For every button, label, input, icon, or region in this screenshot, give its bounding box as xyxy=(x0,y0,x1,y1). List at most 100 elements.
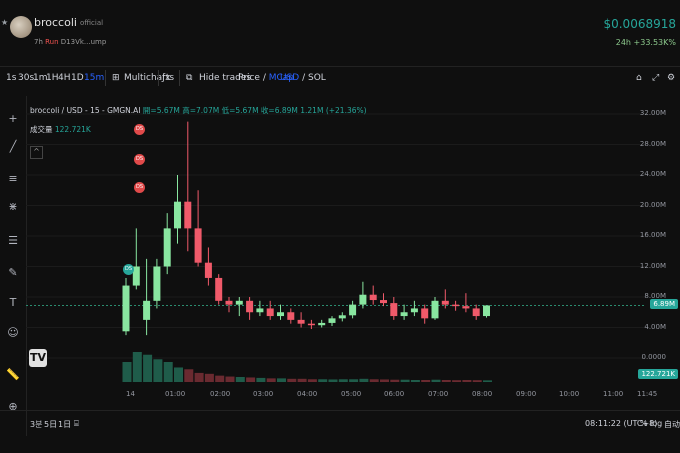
trade-marker[interactable]: DS xyxy=(134,154,145,165)
token-header xyxy=(0,0,680,58)
candle-body xyxy=(277,312,284,317)
mcap-option[interactable]: MCap xyxy=(268,73,295,83)
screenshot-icon[interactable]: ⌂ xyxy=(636,73,642,83)
current-volume-tag: 122.721K xyxy=(638,369,678,379)
candle-body xyxy=(256,308,264,313)
volume-value: 122.721K xyxy=(54,125,91,134)
fullscreen-icon[interactable]: ⤢ xyxy=(652,73,660,83)
interval-30s[interactable]: 30s xyxy=(18,73,35,83)
volume-bar xyxy=(174,367,183,382)
volume-bar xyxy=(359,378,369,382)
volume-bar xyxy=(462,380,472,382)
crosshair-icon[interactable]: + xyxy=(8,112,18,125)
volume-bar xyxy=(421,380,431,382)
fibonacci-icon[interactable]: ☰ xyxy=(8,234,18,247)
x-tick-label: 08:00 xyxy=(472,390,493,398)
text-icon[interactable]: T xyxy=(9,296,17,309)
candle-body xyxy=(452,304,460,307)
y-tick-label: 20.00M xyxy=(639,200,666,209)
contract-address[interactable]: D13Vk...ump xyxy=(60,38,107,46)
trade-marker[interactable]: DS xyxy=(134,124,145,135)
tradingview-logo[interactable]: TV xyxy=(29,349,47,367)
candle-body xyxy=(462,306,470,309)
toolbar-divider xyxy=(105,70,106,86)
sol-option[interactable]: SOL xyxy=(308,73,326,83)
fork-icon[interactable]: ⋇ xyxy=(8,200,18,213)
y-tick-label: 0.0000 xyxy=(641,353,667,361)
price-change: 24h +33.53K% xyxy=(615,38,676,47)
ruler-icon[interactable]: 📏 xyxy=(6,368,20,381)
multicharts-button[interactable]: Multicharts xyxy=(124,73,175,83)
auto-toggle[interactable]: 自动 xyxy=(664,420,680,429)
volume-bar xyxy=(297,378,307,382)
bottom-toolbar xyxy=(0,410,680,441)
clock-time[interactable]: 08:11:22 (UTC+8) xyxy=(585,419,658,428)
y-tick-label: 32.00M xyxy=(639,109,666,117)
interval-1h[interactable]: 1H xyxy=(46,73,59,83)
emoji-icon[interactable]: ☺ xyxy=(7,326,19,339)
candle-body xyxy=(400,312,408,317)
symbol-title: broccoli / USD - 15 - GMGN.AI xyxy=(30,106,141,115)
volume-bar xyxy=(369,379,379,382)
candle-body xyxy=(184,201,192,229)
currency-toggle[interactable]: USD / SOL xyxy=(280,73,326,83)
volume-bar xyxy=(194,372,204,382)
volume-bar xyxy=(400,379,410,382)
hide-trades-button[interactable]: Hide trades xyxy=(199,73,252,83)
price-option[interactable]: Price xyxy=(238,73,260,83)
interval-4h[interactable]: 4H xyxy=(58,73,71,83)
settings-icon[interactable]: ⚙ xyxy=(667,73,676,83)
zoom-icon[interactable]: ⊕ xyxy=(8,400,18,413)
volume-bar xyxy=(204,373,214,382)
trade-marker[interactable]: DS xyxy=(134,182,145,193)
x-tick-label: 03:00 xyxy=(253,390,274,398)
trade-marker[interactable]: DS xyxy=(123,264,134,275)
token-name: broccoli xyxy=(34,16,77,29)
percent-toggle[interactable]: % xyxy=(640,419,648,428)
usd-option[interactable]: USD xyxy=(280,73,300,83)
official-badge: official xyxy=(80,19,104,27)
collapse-legend-button[interactable]: ^ xyxy=(30,146,43,159)
candle-body xyxy=(143,300,151,320)
interval-15m[interactable]: 15m xyxy=(84,73,105,83)
volume-bar xyxy=(318,379,328,382)
volume-bar xyxy=(390,379,400,382)
ohlc-values: 開=5.67M 高=7.07M 低=5.67M 收=6.89M 1.21M (+… xyxy=(142,106,367,115)
candle-body xyxy=(318,322,326,326)
interval-1d[interactable]: 1D xyxy=(71,73,84,83)
volume-bar xyxy=(225,376,235,382)
x-tick-label: 10:00 xyxy=(559,390,580,398)
candle-body xyxy=(472,308,480,317)
range-1d[interactable]: 1日 xyxy=(58,420,72,429)
multicharts-icon[interactable]: ⊞ xyxy=(112,73,120,83)
candle-body xyxy=(204,262,212,278)
interval-1m[interactable]: 1m xyxy=(33,73,48,83)
layout-icon[interactable]: ⧉ xyxy=(186,73,193,83)
toolbar-divider xyxy=(179,70,180,86)
candle-body xyxy=(153,266,161,301)
token-price: $0.0068918 xyxy=(603,17,676,31)
indicators-icon[interactable]: ƒx xyxy=(162,73,171,83)
range-3m[interactable]: 3분 xyxy=(30,420,43,429)
volume-bar xyxy=(143,354,153,382)
y-tick-label: 8.00M xyxy=(644,292,666,300)
brush-icon[interactable]: ✎ xyxy=(8,266,18,279)
candle-body xyxy=(246,300,254,313)
candle-body xyxy=(194,228,202,263)
volume-bar xyxy=(287,378,297,382)
volume-bar xyxy=(215,375,225,382)
x-tick-label: 05:00 xyxy=(341,390,362,398)
candle-body xyxy=(122,285,130,332)
interval-1s[interactable]: 1s xyxy=(6,73,17,83)
range-5d[interactable]: 5日 xyxy=(44,420,58,429)
goto-date-icon[interactable]: ⌸ xyxy=(74,419,79,428)
y-tick-label: 4.00M xyxy=(644,322,666,331)
token-avatar xyxy=(10,16,32,38)
log-toggle[interactable]: log xyxy=(650,419,663,428)
price-toggle[interactable]: Price / MCap xyxy=(238,73,295,83)
candle-body xyxy=(421,308,429,319)
trendline-icon[interactable]: ╱ xyxy=(9,140,17,153)
favorite-star-icon[interactable]: ★ xyxy=(1,18,9,27)
horizontal-lines-icon[interactable]: ≡ xyxy=(8,172,18,185)
price-chart[interactable] xyxy=(26,96,646,386)
